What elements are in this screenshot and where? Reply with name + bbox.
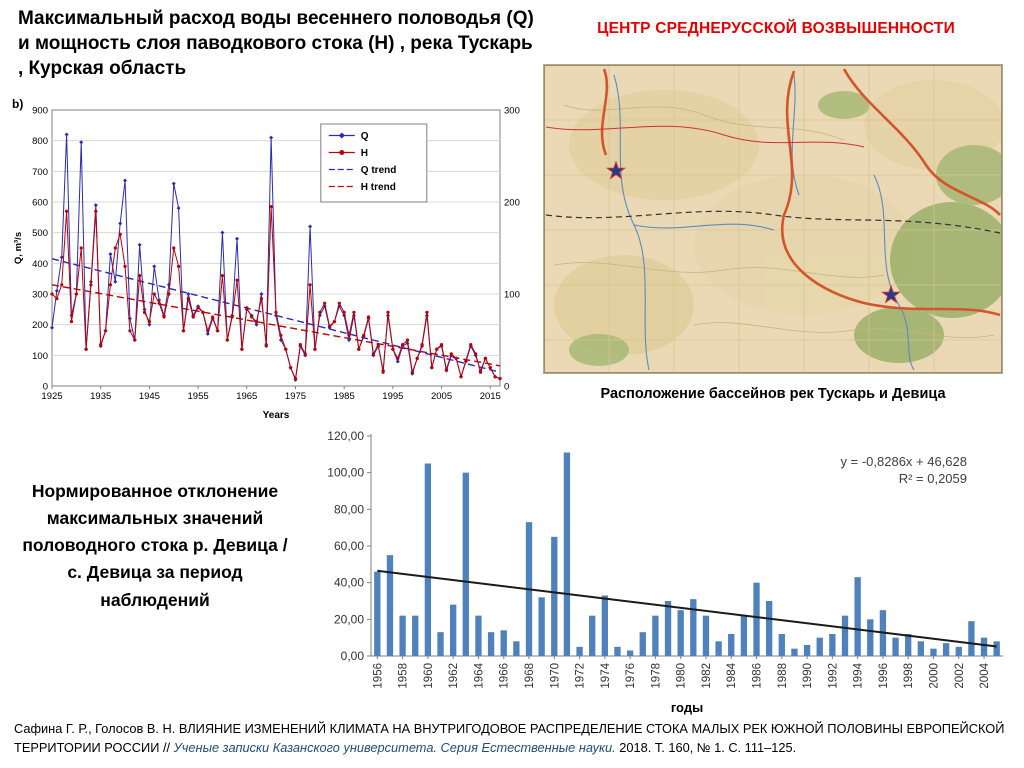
svg-text:600: 600 [32, 198, 48, 209]
x-axis-title: Years [263, 410, 290, 421]
svg-text:1995: 1995 [382, 391, 403, 402]
svg-text:1925: 1925 [41, 391, 62, 402]
svg-text:300: 300 [32, 290, 48, 301]
svg-text:200: 200 [504, 198, 520, 209]
svg-text:900: 900 [32, 106, 48, 117]
svg-text:1935: 1935 [90, 391, 111, 402]
svg-text:H: H [361, 148, 368, 159]
legend: QH Q trend H trend [320, 123, 428, 203]
svg-text:2005: 2005 [431, 391, 452, 402]
map-image [543, 64, 1003, 374]
svg-text:1964: 1964 [473, 662, 485, 688]
svg-text:120,00: 120,00 [327, 429, 364, 443]
bar-chart-note: Нормированное отклонение максимальных зн… [22, 481, 288, 610]
topographic-map [544, 65, 1002, 373]
svg-text:100: 100 [32, 351, 48, 362]
svg-text:100,00: 100,00 [327, 466, 364, 480]
svg-text:1972: 1972 [575, 663, 587, 689]
citation-tail: 2018. Т. 160, № 1. С. 111–125. [615, 739, 797, 755]
svg-text:1960: 1960 [423, 663, 435, 689]
svg-text:y = -0,8286x + 46,628: y = -0,8286x + 46,628 [841, 454, 967, 469]
svg-text:1975: 1975 [285, 391, 306, 402]
svg-text:80,00: 80,00 [334, 502, 364, 516]
map-heading: ЦЕНТР СРЕДНЕРУССКОЙ ВОЗВЫШЕННОСТИ [597, 20, 955, 37]
svg-text:500: 500 [32, 228, 48, 239]
svg-text:1974: 1974 [600, 662, 612, 688]
svg-text:2015: 2015 [480, 391, 501, 402]
svg-text:60,00: 60,00 [334, 539, 364, 553]
svg-text:1970: 1970 [549, 663, 561, 689]
svg-text:2002: 2002 [954, 663, 966, 689]
svg-text:300: 300 [504, 106, 520, 117]
citation: Сафина Г. Р., Голосов В. Н. ВЛИЯНИЕ ИЗМЕ… [14, 720, 1014, 757]
svg-text:R² = 0,2059: R² = 0,2059 [899, 471, 967, 486]
series-h [50, 205, 502, 381]
y-axis-right-labels: 0 100 200 300 [504, 106, 520, 393]
svg-text:1956: 1956 [372, 663, 384, 689]
map-railway-line [545, 210, 1001, 234]
q-h-line-chart: 0 100 200 300 400 500 600 700 800 900 0 100 200 300 19… [8, 94, 532, 426]
normalized-deviation-bar-chart-svg: 0,00 20,00 40,00 60,00 80,00 100,00 120,00 1956… [327, 429, 1003, 715]
svg-text:0,00: 0,00 [341, 649, 365, 663]
svg-text:1994: 1994 [853, 662, 865, 688]
svg-text:1985: 1985 [334, 391, 355, 402]
svg-text:1992: 1992 [827, 663, 839, 689]
svg-text:1982: 1982 [701, 663, 713, 689]
map-basin-star-devitsa [880, 284, 902, 304]
svg-text:H trend: H trend [361, 182, 396, 193]
x-axis-labels: 1925 1935 1945 1955 1965 1975 1985 1995 2005 2015 [41, 386, 501, 402]
svg-text:1990: 1990 [802, 663, 814, 689]
svg-text:0: 0 [43, 382, 48, 393]
svg-text:1984: 1984 [726, 662, 738, 688]
svg-text:1945: 1945 [139, 391, 160, 402]
svg-text:1980: 1980 [676, 663, 688, 689]
x-axis-labels: 1956 1958 1960 1962 1964 1966 1968 1970 1972 1974… [372, 656, 991, 689]
svg-text:2000: 2000 [928, 663, 940, 689]
svg-text:1966: 1966 [499, 663, 511, 689]
map-district-line [545, 125, 865, 148]
trend-equation: y = -0,8286x + 46,628 R² = 0,2059 [841, 454, 967, 486]
svg-text:1986: 1986 [752, 663, 764, 689]
svg-text:1958: 1958 [398, 663, 410, 689]
normalized-deviation-bar-chart: 0,00 20,00 40,00 60,00 80,00 100,00 120,00 1956… [305, 426, 1011, 718]
svg-text:200: 200 [32, 320, 48, 331]
citation-lead: Сафина Г. Р., Голосов В. Н. ВЛИЯНИЕ ИЗМЕ… [14, 721, 1005, 755]
svg-text:100: 100 [504, 290, 520, 301]
panel-label: b) [12, 97, 23, 111]
svg-text:20,00: 20,00 [334, 612, 364, 626]
svg-text:1976: 1976 [625, 663, 637, 689]
y-axis-labels: 0,00 20,00 40,00 60,00 80,00 100,00 120,00 [327, 429, 371, 663]
svg-text:700: 700 [32, 167, 48, 178]
svg-text:0: 0 [504, 382, 509, 393]
trend-line [377, 569, 997, 648]
q-h-line-chart-svg: 0 100 200 300 400 500 600 700 800 900 0 100 200 300 19… [12, 97, 520, 421]
svg-text:1978: 1978 [650, 663, 662, 689]
bars [374, 452, 1000, 656]
svg-text:800: 800 [32, 136, 48, 147]
svg-text:1998: 1998 [903, 663, 915, 689]
map-caption: Расположение бассейнов рек Тускарь и Дев… [600, 386, 946, 402]
y-axis-title: Q, m³/s [13, 232, 24, 264]
svg-text:Q: Q [361, 131, 369, 142]
svg-text:400: 400 [32, 259, 48, 270]
svg-text:1955: 1955 [188, 391, 209, 402]
page-title: Максимальный расход воды весеннего полов… [18, 8, 534, 80]
svg-text:1962: 1962 [448, 663, 460, 689]
plot-area [51, 109, 501, 387]
svg-text:1968: 1968 [524, 663, 536, 689]
svg-text:1988: 1988 [777, 663, 789, 689]
map-border [544, 65, 1002, 373]
svg-text:40,00: 40,00 [334, 576, 364, 590]
svg-text:2004: 2004 [979, 662, 991, 688]
citation-journal: Ученые записки Казанского университета. … [173, 739, 616, 755]
map-basin-star-tuskar [605, 160, 627, 180]
svg-text:1965: 1965 [236, 391, 257, 402]
x-axis-title: годы [671, 700, 703, 715]
y-axis-left-labels: 0 100 200 300 400 500 600 700 800 900 [32, 106, 48, 393]
svg-text:1996: 1996 [878, 663, 890, 689]
svg-text:Q trend: Q trend [361, 165, 397, 176]
